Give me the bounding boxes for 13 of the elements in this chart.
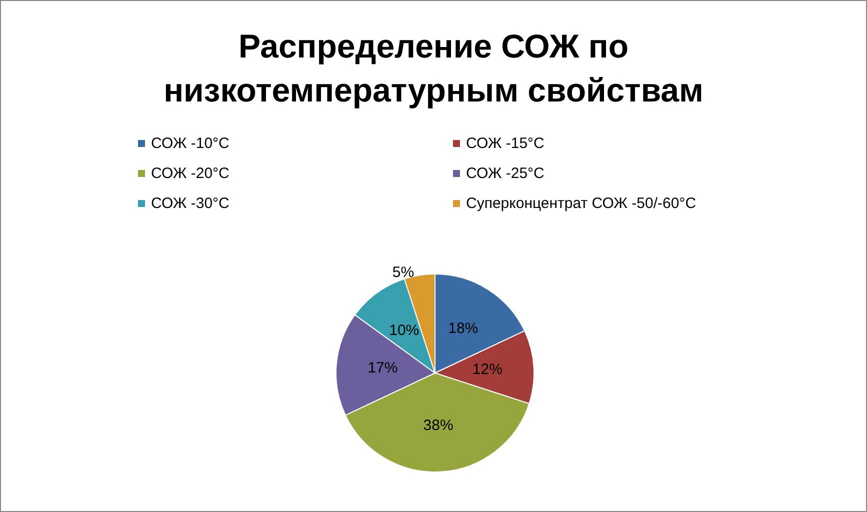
data-label: 18% xyxy=(448,320,478,338)
data-label: 17% xyxy=(368,360,398,377)
legend-label: СОЖ -15°C xyxy=(466,135,545,152)
legend-label: СОЖ -10°C xyxy=(151,135,230,152)
legend-label: СОЖ -30°C xyxy=(151,195,230,212)
chart-title: Распределение СОЖ по низкотемпературным свойствам xyxy=(164,28,704,108)
data-label: 5% xyxy=(392,264,414,281)
data-label: 12% xyxy=(472,361,502,378)
legend-label: СОЖ -20°C xyxy=(151,165,230,182)
legend-label: СОЖ -25°C xyxy=(466,165,545,182)
data-label: 38% xyxy=(423,416,454,434)
data-label: 10% xyxy=(389,322,420,340)
legend-label: Суперконцентрат СОЖ -50/-60°C xyxy=(466,195,696,212)
